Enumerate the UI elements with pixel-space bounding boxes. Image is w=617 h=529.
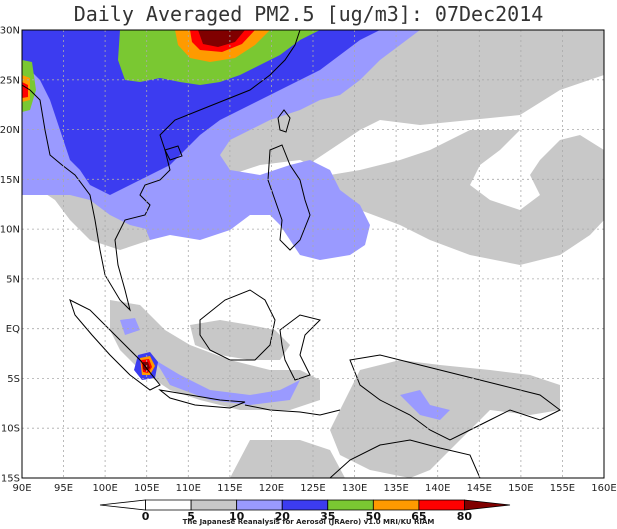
- darkred-region-china: [198, 30, 245, 47]
- colorbar-label: 50: [366, 510, 382, 523]
- lightblue-region-sumatra: [120, 318, 140, 335]
- coast-australia: [329, 439, 481, 478]
- graticule: [22, 30, 604, 478]
- colorbar-label: 5: [187, 510, 195, 523]
- gray-region-sumatra: [110, 300, 320, 410]
- colorbar-segment: [372, 499, 420, 511]
- colorbar-label: 80: [457, 510, 473, 523]
- lon-tick-label: 140E: [425, 483, 450, 494]
- lat-tick-label: 15N: [0, 175, 20, 186]
- coast-asia-mainland: [22, 30, 301, 312]
- lat-tick-label: 10N: [0, 225, 20, 236]
- coast-taiwan: [277, 109, 291, 133]
- pm25-contour-fill: [22, 30, 604, 478]
- colorbar-segment: [236, 499, 283, 511]
- coast-sumatra: [69, 299, 161, 391]
- lon-tick-label: 120E: [259, 483, 284, 494]
- colorbar-label: 10: [229, 510, 245, 523]
- lon-tick-label: 105E: [134, 483, 159, 494]
- colorbar-segment: [464, 499, 511, 511]
- lat-tick-label: 5N: [6, 274, 20, 285]
- lon-tick-label: 160E: [591, 483, 616, 494]
- credit-text: The Japanese Reanalysis for Aerosol (JRA…: [182, 518, 435, 526]
- lat-tick-label: 5S: [7, 374, 20, 385]
- lon-tick-label: 130E: [342, 483, 367, 494]
- lon-tick-label: 90E: [12, 483, 31, 494]
- colorbar-label: 65: [411, 510, 426, 523]
- lon-tick-label: 110E: [176, 483, 201, 494]
- blue-region-china: [22, 30, 380, 195]
- lon-tick-label: 155E: [550, 483, 575, 494]
- coast-newguinea: [349, 354, 561, 441]
- latitude-labels: 30N 25N 20N 15N 10N 5N EQ 5S 10S 15S: [0, 26, 20, 485]
- map-title: Daily Averaged PM2.5 [ug/m3]: 07Dec2014: [73, 2, 544, 26]
- coast-sulawesi: [279, 314, 321, 381]
- coast-java: [158, 389, 246, 409]
- lon-tick-label: 115E: [217, 483, 242, 494]
- coast-philippines: [267, 144, 311, 251]
- coastlines: [22, 30, 561, 478]
- colorbar-segment: [190, 499, 238, 511]
- map-frame: [21, 29, 605, 479]
- gray-region-south: [230, 440, 345, 478]
- colorbar-segment: [327, 499, 374, 511]
- lon-tick-label: 100E: [92, 483, 117, 494]
- colorbar-segment: [281, 499, 329, 511]
- lat-tick-label: 25N: [0, 75, 20, 86]
- coast-nusa: [244, 404, 341, 416]
- colorbar-label: 20: [275, 510, 291, 523]
- coast-hainan: [164, 145, 183, 161]
- colorbar: 0 5 10 20 35 50 65 80: [99, 499, 511, 523]
- lat-tick-label: 15S: [1, 474, 20, 485]
- colorbar-label: 0: [142, 510, 150, 523]
- lon-tick-label: 145E: [467, 483, 492, 494]
- lon-tick-label: 150E: [508, 483, 533, 494]
- gray-region-newguinea: [330, 360, 560, 478]
- colorbar-segment: [145, 499, 192, 511]
- lightblue-region-gulf: [140, 210, 175, 240]
- colorbar-segment: [99, 499, 146, 511]
- longitude-labels: 90E 95E 100E 105E 110E 115E 120E 125E 130E 135E 14…: [12, 483, 616, 494]
- colorbar-label: 35: [320, 510, 335, 523]
- lon-tick-label: 95E: [54, 483, 73, 494]
- lon-tick-label: 125E: [300, 483, 325, 494]
- colorbar-segment: [418, 499, 465, 511]
- lightblue-region-java: [155, 360, 300, 405]
- lat-tick-label: EQ: [6, 324, 20, 335]
- coast-borneo: [199, 289, 276, 361]
- lat-tick-label: 30N: [0, 26, 20, 37]
- lat-tick-label: 10S: [1, 424, 20, 435]
- lightblue-region-nusa: [400, 390, 450, 420]
- lon-tick-label: 135E: [383, 483, 408, 494]
- lat-tick-label: 20N: [0, 125, 20, 136]
